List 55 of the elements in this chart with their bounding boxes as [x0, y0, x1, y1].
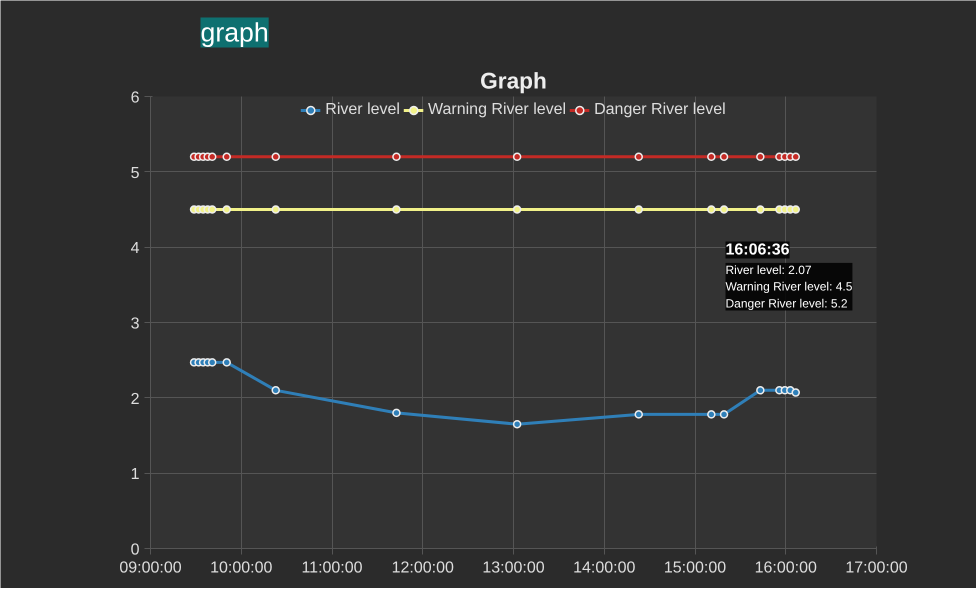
point — [512, 205, 522, 214]
y-tick-label: 5 — [130, 164, 140, 182]
point — [720, 410, 728, 419]
legend-label: Danger River level — [594, 101, 726, 119]
point — [392, 408, 401, 418]
x-tick-label: 16:00:00 — [754, 560, 817, 576]
annotation: Warning River level: 4.5 — [726, 280, 853, 294]
x-tick-label: 13:00:00 — [482, 560, 545, 576]
point — [756, 386, 765, 395]
x-tick-label: 12:00:00 — [392, 560, 454, 576]
point — [707, 410, 716, 419]
point — [222, 205, 231, 214]
point — [208, 358, 216, 367]
legend-label: Warning River level — [428, 101, 566, 119]
legend-label: River level — [325, 101, 400, 119]
point — [720, 205, 728, 214]
chart-title: Graph — [480, 68, 547, 94]
y-tick-label: 1 — [130, 466, 140, 484]
y-tick-label: 3 — [130, 316, 140, 332]
point — [791, 388, 800, 397]
annotation: 16:06:36 — [726, 242, 790, 258]
point — [271, 386, 280, 395]
point — [756, 205, 765, 214]
point — [707, 152, 716, 162]
point — [720, 152, 728, 162]
text: graph — [200, 18, 269, 48]
point — [208, 152, 216, 162]
point — [791, 205, 800, 214]
point — [756, 152, 765, 162]
x-tick-label: 09:00:00 — [119, 560, 182, 576]
point — [222, 358, 231, 367]
x-tick-label: 11:00:00 — [301, 560, 363, 576]
point — [271, 205, 280, 214]
point — [392, 205, 401, 214]
point — [271, 152, 280, 162]
point — [392, 152, 401, 162]
y-tick-label: 2 — [130, 390, 140, 408]
y-tick-label: 0 — [130, 542, 140, 558]
annotation: Danger River level: 5.2 — [726, 296, 848, 310]
y-tick-label: 6 — [130, 90, 140, 106]
y-tick-label: 4 — [130, 240, 140, 258]
annotation: River level: 2.07 — [726, 262, 812, 277]
point — [634, 205, 643, 214]
point — [222, 152, 231, 162]
point — [791, 152, 800, 162]
point — [512, 420, 522, 428]
x-tick-label: 10:00:00 — [210, 560, 272, 576]
point — [634, 152, 643, 162]
x-tick-label: 17:00:00 — [845, 560, 908, 576]
point — [512, 152, 522, 162]
point — [208, 205, 216, 214]
point — [634, 410, 643, 419]
x-tick-label: 15:00:00 — [664, 560, 726, 576]
point — [707, 205, 716, 214]
x-tick-label: 14:00:00 — [573, 560, 636, 576]
